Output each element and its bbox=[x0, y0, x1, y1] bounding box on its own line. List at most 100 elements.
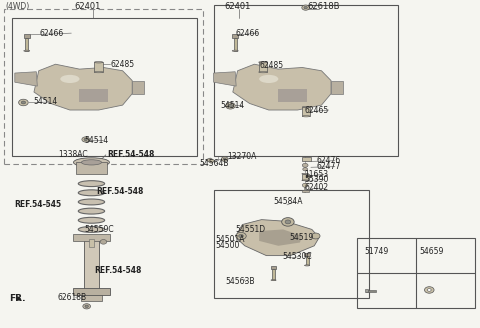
Ellipse shape bbox=[78, 181, 105, 187]
Circle shape bbox=[221, 157, 228, 161]
Circle shape bbox=[302, 163, 308, 167]
Circle shape bbox=[83, 304, 91, 309]
Polygon shape bbox=[15, 72, 37, 86]
Bar bbox=[95, 62, 103, 72]
Text: 62476: 62476 bbox=[317, 156, 341, 165]
Circle shape bbox=[236, 232, 246, 239]
Polygon shape bbox=[34, 64, 132, 110]
Ellipse shape bbox=[82, 160, 102, 165]
Bar bbox=[214, 5, 398, 156]
Polygon shape bbox=[302, 157, 311, 161]
Text: 54659: 54659 bbox=[420, 247, 444, 256]
Ellipse shape bbox=[78, 208, 105, 214]
Circle shape bbox=[304, 7, 307, 9]
Polygon shape bbox=[132, 81, 144, 94]
Text: 62466: 62466 bbox=[235, 29, 260, 38]
Bar bbox=[214, 190, 370, 298]
Ellipse shape bbox=[232, 50, 238, 51]
Circle shape bbox=[21, 101, 25, 104]
Circle shape bbox=[302, 183, 308, 187]
Bar bbox=[302, 174, 309, 180]
Circle shape bbox=[82, 137, 90, 142]
Bar bbox=[304, 253, 310, 256]
Ellipse shape bbox=[259, 62, 267, 63]
Ellipse shape bbox=[259, 75, 278, 83]
Text: REF.54-545: REF.54-545 bbox=[14, 200, 61, 209]
Circle shape bbox=[312, 233, 320, 239]
Polygon shape bbox=[214, 72, 236, 86]
Text: 54501A: 54501A bbox=[215, 236, 245, 244]
Circle shape bbox=[85, 305, 88, 307]
Ellipse shape bbox=[78, 199, 105, 205]
Text: 62485: 62485 bbox=[110, 60, 135, 69]
Polygon shape bbox=[278, 89, 307, 102]
Text: 54551D: 54551D bbox=[235, 225, 265, 234]
Ellipse shape bbox=[302, 173, 309, 174]
Bar bbox=[73, 288, 109, 295]
Circle shape bbox=[427, 289, 431, 291]
Bar bbox=[76, 162, 107, 174]
Text: 54564B: 54564B bbox=[199, 158, 229, 168]
Text: REF.54-548: REF.54-548 bbox=[94, 266, 141, 275]
Bar bbox=[25, 38, 28, 51]
Bar bbox=[271, 266, 276, 269]
Text: FR.: FR. bbox=[9, 294, 25, 303]
Ellipse shape bbox=[95, 62, 103, 63]
Circle shape bbox=[84, 138, 87, 141]
Ellipse shape bbox=[78, 227, 105, 232]
Polygon shape bbox=[233, 64, 331, 110]
Text: 54584A: 54584A bbox=[274, 197, 303, 206]
Text: 54563B: 54563B bbox=[226, 277, 255, 286]
Bar bbox=[84, 237, 99, 292]
Ellipse shape bbox=[271, 279, 276, 281]
Ellipse shape bbox=[304, 265, 310, 266]
Text: 55390: 55390 bbox=[305, 175, 329, 184]
Bar bbox=[358, 237, 475, 308]
Text: 54514: 54514 bbox=[33, 97, 57, 106]
Ellipse shape bbox=[78, 217, 105, 223]
Bar bbox=[4, 9, 203, 164]
Bar bbox=[89, 239, 95, 247]
Text: 11653: 11653 bbox=[305, 170, 329, 179]
Text: 54519: 54519 bbox=[289, 233, 313, 242]
Bar bbox=[24, 34, 30, 38]
Bar bbox=[306, 256, 309, 265]
Ellipse shape bbox=[302, 115, 310, 117]
Bar bbox=[365, 289, 368, 292]
Text: (4WD): (4WD) bbox=[5, 2, 29, 11]
Ellipse shape bbox=[95, 71, 103, 73]
Text: REF.54-548: REF.54-548 bbox=[107, 150, 154, 159]
Circle shape bbox=[282, 218, 294, 226]
Ellipse shape bbox=[60, 75, 80, 83]
Bar bbox=[366, 290, 376, 292]
Text: REF.54-548: REF.54-548 bbox=[96, 187, 144, 196]
Text: 62465: 62465 bbox=[305, 106, 329, 114]
Text: 54500: 54500 bbox=[215, 241, 240, 250]
Text: 62618B: 62618B bbox=[58, 293, 87, 302]
Circle shape bbox=[226, 102, 235, 109]
Circle shape bbox=[285, 220, 291, 224]
Ellipse shape bbox=[302, 180, 309, 181]
Bar bbox=[302, 107, 310, 116]
Text: 54530C: 54530C bbox=[282, 252, 312, 261]
Polygon shape bbox=[80, 89, 108, 102]
Text: 62401: 62401 bbox=[225, 2, 251, 11]
Circle shape bbox=[228, 104, 233, 107]
Circle shape bbox=[239, 234, 243, 237]
Text: 62401: 62401 bbox=[75, 2, 101, 11]
Text: 51749: 51749 bbox=[365, 247, 389, 256]
Circle shape bbox=[223, 158, 226, 160]
Text: 13270A: 13270A bbox=[227, 152, 256, 161]
Polygon shape bbox=[238, 220, 319, 256]
Bar bbox=[259, 62, 267, 72]
Polygon shape bbox=[259, 229, 302, 246]
Text: 62485: 62485 bbox=[259, 61, 283, 70]
Ellipse shape bbox=[302, 106, 310, 108]
Ellipse shape bbox=[78, 190, 105, 196]
Ellipse shape bbox=[259, 71, 267, 73]
Bar bbox=[73, 234, 109, 241]
Circle shape bbox=[303, 168, 308, 171]
Bar bbox=[81, 293, 102, 301]
Polygon shape bbox=[205, 158, 215, 163]
Text: 62477: 62477 bbox=[317, 162, 341, 171]
